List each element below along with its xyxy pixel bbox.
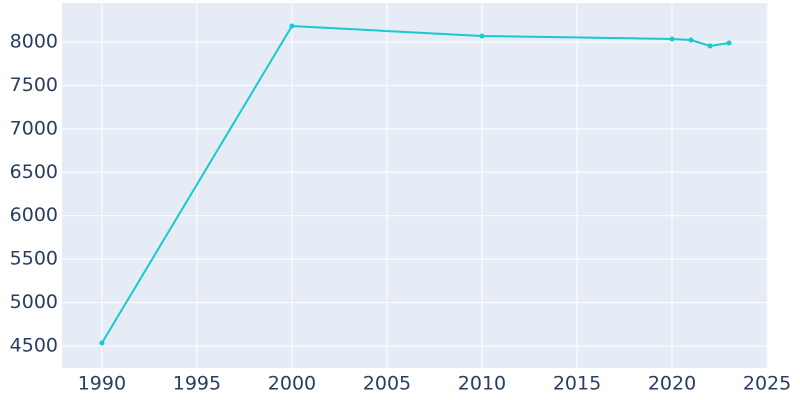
point — [669, 36, 675, 42]
x-tick-label: 2000 — [268, 373, 316, 395]
point — [479, 33, 485, 39]
point — [726, 40, 732, 46]
point — [688, 37, 694, 43]
y-tick-label: 5500 — [10, 248, 58, 270]
x-tick-label: 2015 — [553, 373, 601, 395]
x-tick-label: 2010 — [458, 373, 506, 395]
plot-background — [62, 3, 768, 368]
y-tick-label: 6500 — [10, 161, 58, 183]
x-tick-label: 1995 — [173, 373, 221, 395]
point — [707, 43, 713, 49]
x-tick-label: 2020 — [648, 373, 696, 395]
point — [289, 23, 295, 29]
y-tick-label: 5000 — [10, 291, 58, 313]
y-tick-label: 8000 — [10, 31, 58, 53]
y-tick-label: 6000 — [10, 204, 58, 226]
x-tick-label: 2025 — [743, 373, 791, 395]
y-tick-label: 7000 — [10, 117, 58, 139]
point — [99, 340, 105, 346]
y-tick-label: 7500 — [10, 74, 58, 96]
x-tick-label: 1990 — [78, 373, 126, 395]
x-tick-label: 2005 — [363, 373, 411, 395]
y-tick-label: 4500 — [10, 335, 58, 357]
